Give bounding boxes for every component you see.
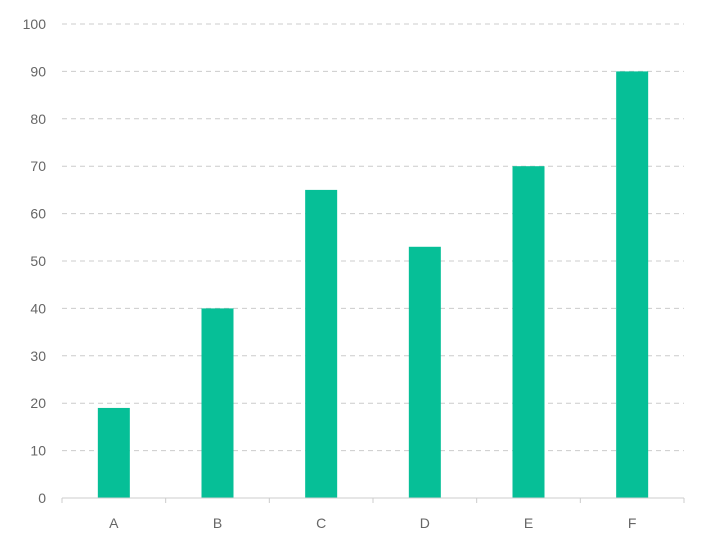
x-tick-label: E — [524, 515, 533, 531]
y-tick-label: 70 — [30, 158, 46, 174]
bars — [97, 71, 649, 499]
y-tick-label: 100 — [23, 16, 47, 32]
y-tick-label: 10 — [30, 443, 46, 459]
x-tick-label: A — [109, 515, 119, 531]
x-tick-label: F — [628, 515, 637, 531]
y-tick-label: 0 — [38, 490, 46, 506]
y-tick-label: 80 — [30, 111, 46, 127]
x-tick-label: C — [316, 515, 326, 531]
x-axis-ticks: A B C D E F — [109, 515, 636, 531]
y-tick-label: 50 — [30, 253, 46, 269]
bar-b — [201, 308, 234, 498]
y-axis-ticks: 0 10 20 30 40 50 60 70 80 90 100 — [23, 16, 47, 506]
y-tick-label: 90 — [30, 63, 46, 79]
y-tick-label: 60 — [30, 206, 46, 222]
x-tick-label: B — [213, 515, 222, 531]
bar-a — [97, 407, 130, 498]
x-tick-label: D — [420, 515, 430, 531]
bar-e — [512, 166, 545, 498]
x-axis — [61, 497, 685, 503]
y-tick-label: 40 — [30, 300, 46, 316]
bar-c — [305, 189, 338, 498]
bar-d — [408, 246, 441, 498]
y-tick-label: 20 — [30, 395, 46, 411]
y-tick-label: 30 — [30, 348, 46, 364]
gridlines — [62, 23, 684, 452]
bar-f — [616, 71, 649, 499]
